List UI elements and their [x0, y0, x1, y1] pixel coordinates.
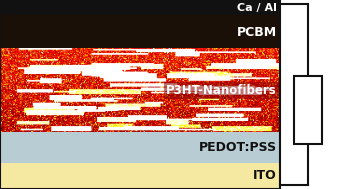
Text: PCBM: PCBM	[236, 26, 276, 39]
FancyBboxPatch shape	[0, 132, 280, 163]
FancyBboxPatch shape	[294, 76, 322, 144]
Text: P3HT-Nanofibers: P3HT-Nanofibers	[166, 84, 276, 97]
FancyBboxPatch shape	[0, 163, 280, 189]
Text: ITO: ITO	[253, 169, 276, 182]
Text: Ca / Al: Ca / Al	[237, 3, 276, 12]
FancyBboxPatch shape	[0, 15, 280, 49]
FancyBboxPatch shape	[0, 0, 280, 15]
Text: PEDOT:PSS: PEDOT:PSS	[198, 141, 276, 154]
